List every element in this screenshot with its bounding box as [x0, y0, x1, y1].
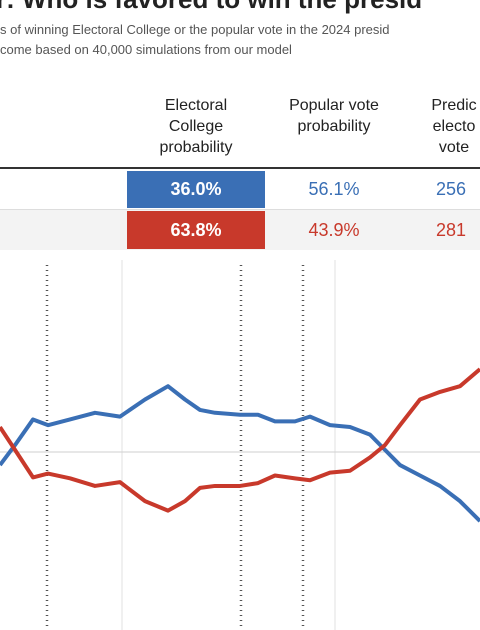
- subtitle: come based on 40,000 simulations from ou…: [0, 42, 292, 57]
- column-header: Electoral College probability: [159, 97, 233, 156]
- cell: 43.9%: [308, 220, 360, 240]
- cell: 56.1%: [308, 179, 360, 199]
- cell: 281: [436, 220, 467, 240]
- column-header: Popular vote probability: [289, 97, 379, 135]
- cell: 36.0%: [127, 171, 265, 208]
- series-line: [0, 367, 480, 513]
- title: r: Who is favored to win the presid: [0, 0, 422, 15]
- series-line: [0, 384, 480, 523]
- header-rule: [0, 167, 480, 169]
- subtitle: s of winning Electoral College or the po…: [0, 22, 390, 37]
- row-rule: [0, 209, 480, 210]
- column-header: Predic electo vote: [431, 97, 477, 156]
- cell: 256: [436, 179, 467, 199]
- cell: 63.8%: [127, 211, 265, 249]
- chart: [0, 260, 480, 630]
